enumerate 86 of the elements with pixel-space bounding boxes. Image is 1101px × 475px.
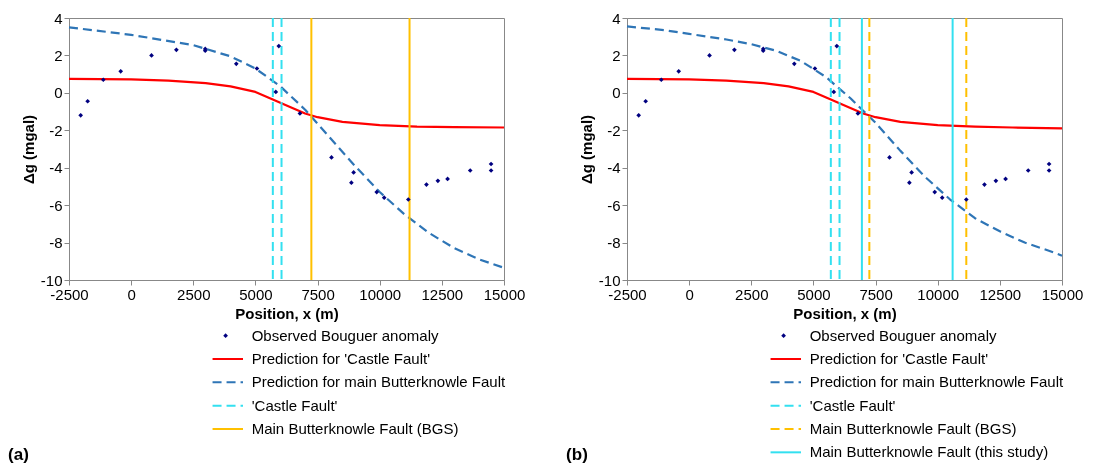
x-tick-label: 15000 [483,285,526,303]
point [174,47,179,53]
point [435,178,441,184]
y-tick-label: -8 [49,234,63,252]
legend-label: Main Butterknowle Fault (BGS) [251,420,459,437]
point [329,155,334,160]
x-tick-label: 15000 [1041,285,1084,303]
x-tick-label: 7500 [301,285,335,303]
line-series [625,25,1064,257]
legend-label: Prediction for main Butterknowle Fault [809,373,1064,391]
point [381,195,387,200]
point [1046,161,1052,167]
x-tick-label: 5000 [797,285,831,303]
point [276,43,282,49]
y-tick-label: 4 [54,9,63,27]
point [887,155,892,160]
point [658,77,664,83]
x-tick-label: 7500 [859,285,893,303]
point [707,53,712,58]
y-tick-label: -8 [607,234,621,252]
x-tick-label: 2500 [177,285,211,303]
point [636,112,642,118]
x-tick-label: 5000 [239,285,273,303]
legend-label: Prediction for 'Castle Fault' [251,350,431,367]
y-tick-label: 2 [54,46,63,64]
y-tick-label: 2 [612,46,621,64]
point [909,170,914,175]
point [834,43,840,49]
y-tick-label: -4 [607,159,621,177]
x-tick-label: 10000 [917,285,960,303]
point [932,189,938,195]
legend-label: Observed Bouguer anomaly [251,326,439,344]
legend-label: Observed Bouguer anomaly [809,326,997,344]
point [85,98,90,104]
text: (b) [566,445,588,464]
point [732,47,737,53]
point [349,180,354,186]
text: (a) [8,445,29,464]
x-tick-label: 12500 [421,285,464,303]
x-axis-title: Position, x (m) [793,304,897,322]
point [1025,168,1031,173]
point [118,68,124,74]
point [643,98,648,104]
y-axis-title: Δg (mgal) [577,114,595,185]
x-tick-label: 2500 [735,285,769,303]
point [374,189,380,195]
line-series [67,77,506,129]
x-tick-label: 0 [685,285,694,303]
point [791,61,797,67]
x-tick-label: 12500 [979,285,1022,303]
y-tick-label: 0 [54,84,63,102]
y-tick-label: 4 [612,9,621,27]
y-tick-label: -2 [607,121,621,139]
legend-label: 'Castle Fault' [809,396,896,414]
y-tick-label: -6 [49,196,63,214]
legend-label: 'Castle Fault' [251,396,338,414]
point [149,53,154,58]
point [939,195,945,200]
y-tick-label: -6 [607,196,621,214]
point [488,161,494,167]
legend-label: Prediction for 'Castle Fault' [809,350,989,367]
point [907,180,912,186]
point [351,170,356,175]
legend-label: Prediction for main Butterknowle Fault [251,373,506,391]
x-tick-label: 0 [127,285,136,303]
point [78,112,84,118]
point [467,168,473,173]
y-tick-label: 0 [612,84,621,102]
point [831,89,837,95]
x-axis-title: Position, x (m) [235,304,339,322]
y-axis-title: Δg (mgal) [19,114,37,185]
x-tick-label: 10000 [359,285,402,303]
y-tick-label: -4 [49,159,63,177]
point [676,68,682,74]
point [273,89,279,95]
point [963,197,969,202]
point [993,178,999,184]
point [424,182,429,187]
line-series [625,77,1064,130]
legend-label: Main Butterknowle Fault (BGS) [809,420,1017,437]
y-tick-label: -2 [49,121,63,139]
point [100,77,106,83]
point [233,61,239,67]
point [405,197,411,202]
legend-label: Main Butterknowle Fault (this study) [809,443,1049,461]
point [982,182,987,187]
